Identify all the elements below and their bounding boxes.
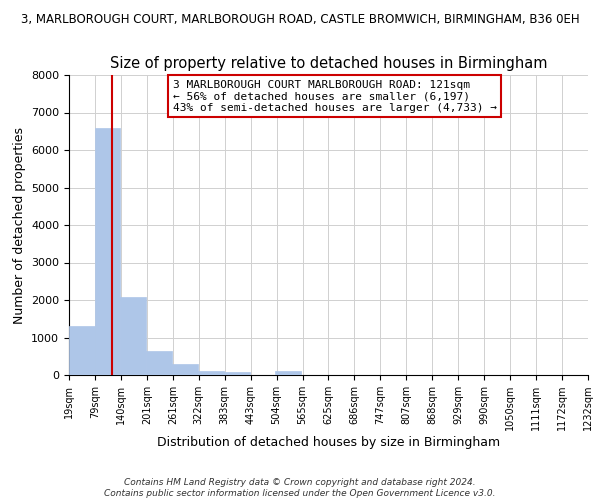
Bar <box>275 371 301 375</box>
Bar <box>121 298 146 375</box>
Text: 3, MARLBOROUGH COURT, MARLBOROUGH ROAD, CASTLE BROMWICH, BIRMINGHAM, B36 0EH: 3, MARLBOROUGH COURT, MARLBOROUGH ROAD, … <box>20 12 580 26</box>
Bar <box>146 351 172 375</box>
Text: Contains HM Land Registry data © Crown copyright and database right 2024.
Contai: Contains HM Land Registry data © Crown c… <box>104 478 496 498</box>
Title: Size of property relative to detached houses in Birmingham: Size of property relative to detached ho… <box>110 56 547 71</box>
X-axis label: Distribution of detached houses by size in Birmingham: Distribution of detached houses by size … <box>157 436 500 449</box>
Bar <box>69 326 95 375</box>
Bar <box>198 370 224 375</box>
Bar <box>224 372 250 375</box>
Bar <box>172 364 198 375</box>
Y-axis label: Number of detached properties: Number of detached properties <box>13 126 26 324</box>
Bar <box>95 128 121 375</box>
Text: 3 MARLBOROUGH COURT MARLBOROUGH ROAD: 121sqm
← 56% of detached houses are smalle: 3 MARLBOROUGH COURT MARLBOROUGH ROAD: 12… <box>173 80 497 112</box>
